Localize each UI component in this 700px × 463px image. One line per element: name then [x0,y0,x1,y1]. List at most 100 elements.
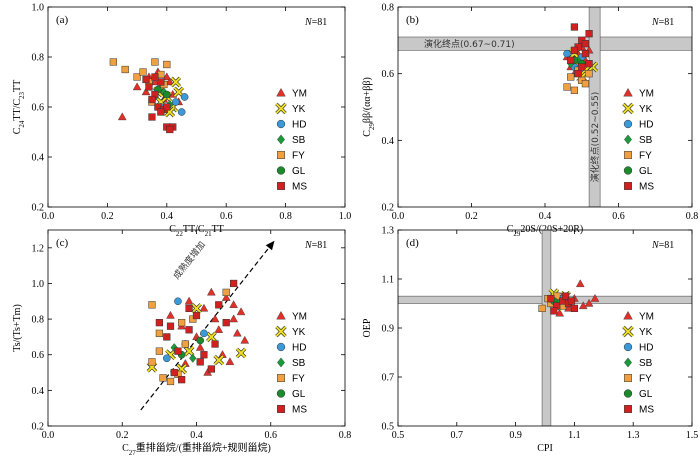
data-points [109,58,189,134]
point-fy [109,58,117,66]
point-hd [563,49,571,58]
point-ym [207,287,216,296]
legend-marker-gl [623,389,633,398]
point-fy [570,86,579,94]
legend-marker-gl [623,166,633,175]
data-points [538,279,600,317]
legend-marker-fy [624,374,632,382]
vertical-band-label: 演化终点(0.52~0.55) [589,92,601,183]
x-tick-label: 0.0 [42,211,55,222]
y-tick-label: 0.4 [382,136,395,147]
point-fy [121,65,129,74]
legend-marker-hd [276,119,286,129]
maturity-arrow-head [265,240,275,251]
x-axis-label: C22TT/C21TT [169,224,224,238]
legend-marker-sb [277,357,285,368]
point-ym [162,72,172,81]
x-tick-label: 0.4 [190,430,203,441]
point-ym [165,77,175,86]
point-ms [166,322,175,330]
point-ym [214,325,224,333]
point-ym [117,112,127,121]
point-yk [183,345,195,357]
y-tick-label: 0.4 [32,386,45,397]
legend-marker-hd [276,342,286,352]
panel-c: 0.0 0.2 0.4 0.6 0.80.20.40.60.81.01.2 (c) N=81… [12,229,351,457]
point-ms [178,376,186,384]
x-tick-label: 1.3 [627,430,640,441]
y-axis-label: Ts/(Ts+Tm) [12,304,23,352]
legend-marker-ms [277,182,285,190]
legend-marker-gl [276,389,286,398]
point-hd [162,354,171,363]
x-tick-label: 0.0 [42,430,55,441]
point-yk [191,303,202,314]
point-ms [200,351,208,359]
vertical-band [541,230,552,426]
y-tick-label: 0.4 [32,153,45,164]
point-hd [200,329,208,338]
x-tick-label: 0.2 [116,430,129,441]
point-ym [221,293,231,301]
point-ms [155,319,163,327]
point-ms [174,347,182,355]
point-fy [151,58,159,66]
point-ms [145,83,153,91]
y-tick-label: 0.9 [382,324,395,335]
legend-label-hd: HD [292,120,306,131]
point-ms [151,73,159,81]
point-ms [157,108,165,116]
legend-marker-ms [624,182,632,190]
y-tick-label: 1.3 [382,226,395,237]
point-ms [570,304,579,313]
point-ym [236,307,246,316]
legend-marker-gl [276,166,286,175]
legend-label-hd: HD [639,120,653,131]
legend-label-gl: GL [292,389,306,400]
legend-label-yk: YK [639,104,653,115]
x-tick-label: 1.0 [339,211,352,222]
point-ym [564,303,573,312]
legend-label-ym: YM [292,312,307,323]
panel-d: 0.5 0.7 0.9 1.1 1.3 1.5 0.5 0.7 0.9 1.1 1.3 (d) N=81… [362,226,698,455]
legend-marker-yk [622,325,634,338]
point-hd [171,98,180,106]
horizontal-band-label: 演化终点(0.67~0.71) [424,38,515,50]
point-ms [222,319,230,327]
point-ms [570,23,579,31]
maturity-arrow [140,240,275,411]
legend-label-hd: HD [639,343,653,354]
y-tick-label: 1.0 [32,279,45,290]
y-axis-label: C24TT/C23TT [12,80,26,135]
point-fy [159,374,167,382]
point-ms [157,78,165,86]
point-ym [141,87,151,96]
legend-marker-ms [624,405,632,413]
y-tick-label: 0.7 [382,373,395,384]
legend-label-yk: YK [292,327,306,338]
x-tick-label: 1.1 [568,430,581,441]
horizontal-band [398,36,692,51]
point-ym [199,303,209,312]
x-axis-label: C27重排甾烷/(重排甾烷+规则甾烷) [122,441,271,457]
x-tick-label: 0.0 [392,211,405,222]
point-ms [570,46,579,54]
point-fy [538,304,546,313]
legend: YM YK HD SB FY GL MS [622,310,654,416]
point-ms [196,358,204,366]
point-ms [207,365,215,373]
legend-marker-fy [624,151,632,159]
legend-label-ms: MS [292,182,307,193]
point-ym [210,314,220,323]
x-tick-label: 0.4 [161,211,174,222]
y-axis-label: C29ββ/(αα+ββ) [362,77,376,137]
point-fy [563,83,571,91]
point-ym [229,300,238,308]
y-axis-label: OEP [362,318,373,337]
legend-label-gl: GL [639,166,653,177]
legend-marker-sb [624,134,632,145]
y-tick-label: 1.0 [32,3,45,14]
point-ms [148,113,156,121]
point-fy [178,319,186,327]
point-fy [148,301,156,309]
